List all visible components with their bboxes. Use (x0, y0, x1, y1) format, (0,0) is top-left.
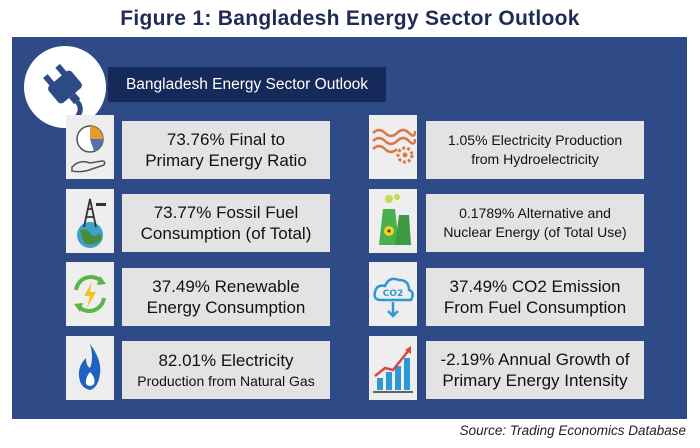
stat-hydro: 1.05% Electricity Production from Hydroe… (426, 121, 644, 179)
stat-line1: 82.01% Electricity (158, 350, 294, 370)
co2-cloud-icon: CO2 (369, 262, 417, 326)
stat-line2: Primary Energy Intensity (442, 371, 628, 390)
stat-line2: Energy Consumption (146, 298, 306, 317)
figure-title: Figure 1: Bangladesh Energy Sector Outlo… (120, 7, 580, 30)
stat-line2: Primary Energy Ratio (145, 151, 307, 170)
stat-alt-nuclear: 0.1789% Alternative and Nuclear Energy (… (426, 194, 644, 252)
svg-text:CO2: CO2 (383, 289, 404, 299)
stat-line2: from Hydroelectricity (471, 151, 599, 167)
stat-co2: 37.49% CO2 Emission From Fuel Consumptio… (426, 268, 644, 326)
stat-line2: Production from Natural Gas (137, 372, 315, 389)
stat-line2: Consumption (of Total) (140, 224, 312, 243)
stat-line1: 1.05% Electricity Production (447, 132, 623, 148)
stat-energy-intensity: -2.19% Annual Growth of Primary Energy I… (426, 341, 644, 399)
stat-renewable: 37.49% Renewable Energy Consumption (122, 268, 330, 326)
stat-fossil-fuel: 73.77% Fossil Fuel Consumption (of Total… (122, 194, 330, 252)
stat-line1: 73.77% Fossil Fuel (153, 203, 299, 222)
stat-line1: 37.49% CO2 Emission (449, 277, 621, 296)
hydro-wave-icon (369, 115, 417, 179)
growth-chart-icon (369, 336, 417, 400)
stat-line1: -2.19% Annual Growth of (440, 350, 630, 369)
gas-flame-icon (66, 336, 114, 400)
stat-line2: Nuclear Energy (of Total Use) (443, 224, 627, 240)
renewable-energy-icon (66, 262, 114, 326)
stat-natural-gas: 82.01% Electricity Production from Natur… (122, 341, 330, 399)
pie-chart-hand-icon (66, 115, 114, 179)
source-note: Source: Trading Economics Database (459, 423, 686, 438)
stat-final-to-primary: 73.76% Final to Primary Energy Ratio (122, 121, 330, 179)
plug-icon (24, 46, 106, 128)
oil-derrick-globe-icon (66, 189, 114, 253)
stat-line1: 73.76% Final to (166, 130, 286, 149)
stat-line1: 0.1789% Alternative and (459, 205, 611, 221)
header-label: Bangladesh Energy Sector Outlook (108, 67, 386, 102)
nuclear-plant-icon (369, 189, 417, 253)
stat-line1: 37.49% Renewable (152, 277, 300, 296)
stat-line2: From Fuel Consumption (443, 298, 627, 317)
